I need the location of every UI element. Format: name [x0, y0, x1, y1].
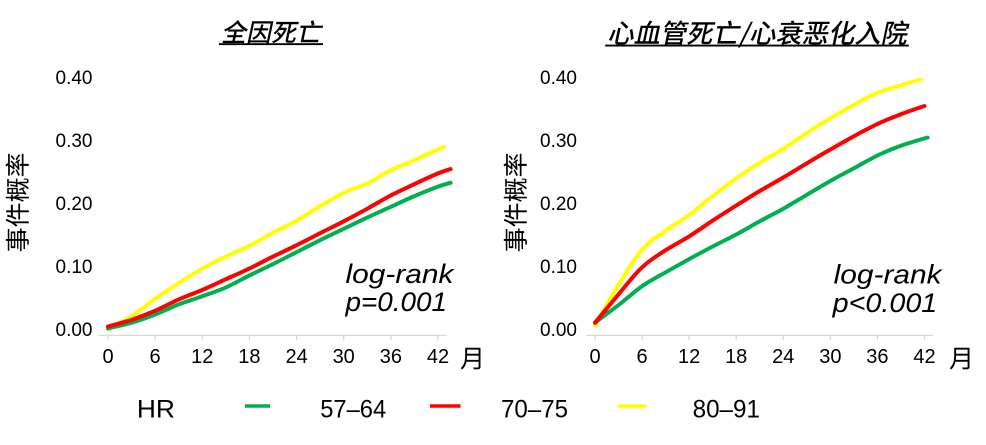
svg-text:0.00: 0.00 — [540, 320, 577, 341]
svg-text:0.20: 0.20 — [540, 194, 577, 215]
svg-text:0: 0 — [102, 346, 113, 368]
svg-text:log-rank: log-rank — [346, 259, 456, 289]
svg-text:6: 6 — [637, 346, 648, 368]
svg-text:18: 18 — [725, 346, 747, 368]
svg-text:0.40: 0.40 — [56, 68, 93, 89]
svg-text:80–91: 80–91 — [693, 396, 760, 424]
svg-text:42: 42 — [913, 346, 935, 368]
svg-text:30: 30 — [819, 346, 841, 368]
svg-text:30: 30 — [333, 346, 355, 368]
svg-text:p<0.001: p<0.001 — [832, 288, 938, 318]
svg-text:70–75: 70–75 — [501, 396, 568, 424]
svg-text:0.30: 0.30 — [540, 131, 577, 152]
svg-text:0.00: 0.00 — [56, 320, 93, 341]
svg-text:HR: HR — [137, 396, 175, 424]
svg-text:0.10: 0.10 — [540, 257, 577, 278]
svg-text:42: 42 — [427, 346, 449, 368]
svg-text:p=0.001: p=0.001 — [344, 287, 447, 317]
svg-text:24: 24 — [772, 346, 794, 368]
svg-text:0.30: 0.30 — [56, 131, 93, 152]
svg-text:18: 18 — [238, 346, 260, 368]
svg-text:0.40: 0.40 — [540, 68, 577, 89]
svg-text:log-rank: log-rank — [834, 260, 944, 290]
svg-text:0: 0 — [589, 346, 600, 368]
svg-text:36: 36 — [380, 346, 402, 368]
svg-text:57–64: 57–64 — [320, 396, 386, 424]
svg-text:0.10: 0.10 — [56, 257, 93, 278]
svg-text:24: 24 — [285, 346, 307, 368]
svg-text:6: 6 — [150, 346, 161, 368]
svg-text:12: 12 — [191, 346, 213, 368]
svg-text:36: 36 — [866, 346, 888, 368]
svg-text:12: 12 — [678, 346, 700, 368]
svg-text:0.20: 0.20 — [56, 194, 93, 215]
